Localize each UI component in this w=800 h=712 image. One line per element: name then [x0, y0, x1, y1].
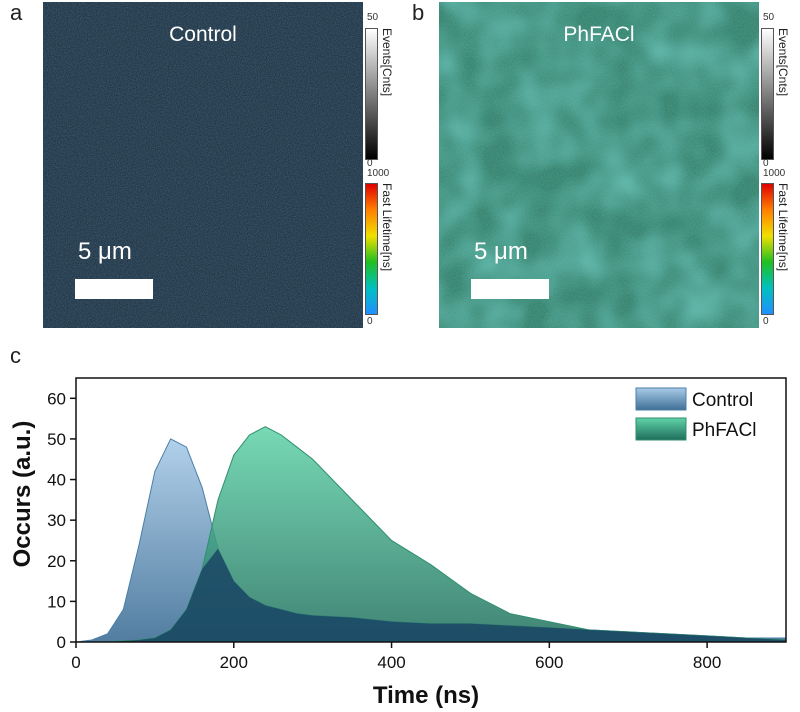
legend-control-label: Control [692, 390, 753, 411]
lifetime-min-tick: 0 [763, 316, 769, 327]
noise-texture [43, 2, 363, 328]
legend-control-swatch [635, 387, 687, 411]
lifetime-colorbar [761, 183, 774, 315]
events-colorbar-title: Events[Cnts] [776, 28, 790, 97]
lifetime-max-tick: 1000 [367, 168, 390, 179]
events-min-tick: 0 [367, 158, 373, 169]
lifetime-min-tick: 0 [367, 316, 373, 327]
events-colorbar [365, 28, 378, 160]
chart-legend: Control PhFACl [635, 387, 756, 441]
panel-a-label: a [10, 0, 23, 25]
decay-chart: 0 200 400 600 800 0 10 20 30 40 50 60 Time (ns) Occ… [9, 377, 787, 709]
image-title: Control [169, 23, 237, 46]
x-tick-label: 200 [220, 653, 248, 672]
lifetime-colorbar-title: Fast Lifetime[ns] [380, 183, 394, 272]
x-tick-label: 400 [377, 653, 405, 672]
y-tick-label: 20 [47, 552, 66, 571]
events-colorbar [761, 28, 774, 160]
y-tick-label: 40 [47, 471, 66, 490]
chart-axes: 0 200 400 600 800 0 10 20 30 40 50 60 [47, 377, 787, 672]
scale-bar [75, 279, 153, 299]
overlap-area [76, 548, 786, 642]
y-axis-label: Occurs (a.u.) [9, 421, 36, 568]
phfacl-flim-image: PhFACl 5 μm [439, 2, 759, 328]
chart-areas [75, 426, 787, 643]
y-tick-label: 50 [47, 430, 66, 449]
blob-texture [439, 2, 759, 328]
scale-bar [471, 279, 549, 299]
y-tick-label: 10 [47, 592, 66, 611]
panel-c-label: c [10, 343, 21, 368]
y-tick-label: 0 [57, 633, 66, 652]
lifetime-colorbar [365, 183, 378, 315]
x-tick-label: 800 [693, 653, 721, 672]
lifetime-max-tick: 1000 [763, 168, 786, 179]
panel-b-label: b [412, 0, 425, 25]
events-colorbar-title: Events[Cnts] [380, 28, 394, 97]
control-flim-image: Control 5 μm [43, 2, 363, 328]
x-tick-label: 0 [71, 653, 80, 672]
events-max-tick: 50 [367, 12, 379, 23]
legend-phfacl-swatch [635, 417, 687, 441]
lifetime-colorbar-title: Fast Lifetime[ns] [776, 183, 790, 272]
y-tick-label: 60 [47, 389, 66, 408]
legend-phfacl-label: PhFACl [692, 420, 756, 441]
scale-bar-label: 5 μm [474, 238, 528, 265]
plot-frame [75, 377, 787, 643]
events-max-tick: 50 [763, 12, 775, 23]
x-axis-label: Time (ns) [373, 682, 479, 709]
scale-bar-label: 5 μm [78, 238, 132, 265]
image-title: PhFACl [563, 23, 635, 46]
events-min-tick: 0 [763, 158, 769, 169]
x-tick-label: 600 [535, 653, 563, 672]
y-tick-label: 30 [47, 511, 66, 530]
